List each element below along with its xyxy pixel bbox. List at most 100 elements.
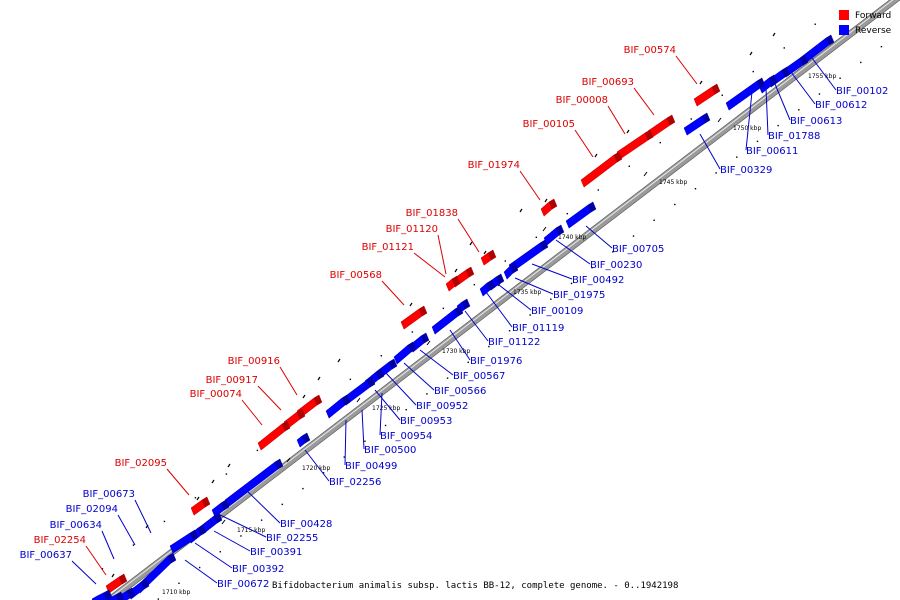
leader-line [675, 55, 698, 85]
grid-dot [322, 472, 325, 474]
forward-gene-bif-00568[interactable] [400, 305, 428, 330]
forward-gene-bif-01974[interactable] [540, 198, 558, 217]
reverse-gene-bif-00392[interactable] [169, 529, 199, 554]
reverse-gene-label[interactable]: BIF_00492 [572, 275, 624, 286]
forward-gene-bif-01838[interactable] [480, 249, 497, 266]
reverse-gene-bif-00566[interactable] [393, 341, 417, 365]
grid-dot [814, 23, 816, 25]
reverse-gene-label[interactable]: BIF_02094 [66, 504, 118, 515]
reverse-gene-label[interactable]: BIF_01976 [470, 356, 522, 367]
leader-line [574, 129, 594, 158]
reverse-gene-label[interactable]: BIF_00612 [815, 100, 867, 111]
reverse-gene-label[interactable]: BIF_00109 [531, 306, 583, 317]
forward-gene-label[interactable]: BIF_00917 [206, 375, 258, 386]
reverse-gene-label[interactable]: BIF_00392 [232, 564, 284, 575]
forward-gene-bif-00693[interactable] [647, 114, 676, 139]
legend: Forward Reverse [839, 10, 892, 36]
forward-gene-bif-00008[interactable] [616, 129, 654, 160]
forward-gene-label[interactable]: BIF_02254 [34, 535, 86, 546]
reverse-gene-bif-00500[interactable] [325, 394, 351, 419]
reverse-gene-bif-00428[interactable] [211, 499, 230, 518]
forward-gene-bif-00574[interactable] [693, 83, 721, 107]
reverse-gene-label[interactable]: BIF_00611 [746, 146, 798, 157]
reverse-gene-bif-00329[interactable] [683, 112, 711, 136]
gene-side-face [644, 129, 654, 141]
reverse-gene-label[interactable]: BIF_01119 [512, 323, 564, 334]
reverse-gene-bif-00492[interactable] [508, 239, 549, 273]
forward-gene-label[interactable]: BIF_00916 [228, 356, 280, 367]
forward-gene-label[interactable]: BIF_00008 [556, 95, 608, 106]
reverse-gene-label[interactable]: BIF_00566 [434, 386, 486, 397]
grid-dot [798, 109, 800, 111]
reverse-gene-label[interactable]: BIF_00705 [612, 244, 664, 255]
reverse-gene-label[interactable]: BIF_00672 [217, 579, 269, 590]
reverse-gene-label[interactable]: BIF_00428 [280, 519, 332, 530]
reverse-gene-label[interactable]: BIF_01788 [768, 131, 820, 142]
feature-marker [454, 268, 458, 273]
reverse-gene-label[interactable]: BIF_00673 [83, 489, 135, 500]
tick-label: 1755 kbp [808, 73, 836, 80]
forward-gene-label[interactable]: BIF_00074 [190, 389, 242, 400]
leader-line [514, 277, 554, 295]
forward-gene-bif-00074[interactable] [257, 420, 291, 451]
forward-gene-bif-01121[interactable] [445, 275, 461, 292]
feature-marker [227, 463, 231, 468]
reverse-gene-label[interactable]: BIF_02256 [329, 477, 381, 488]
reverse-gene-bif-01119[interactable] [479, 279, 496, 297]
reverse-gene-label[interactable]: BIF_00637 [20, 550, 72, 561]
reverse-gene-label[interactable]: BIF_00953 [400, 416, 452, 427]
reverse-gene-label[interactable]: BIF_01975 [553, 290, 605, 301]
forward-gene-label[interactable]: BIF_01974 [468, 160, 520, 171]
grid-dot [721, 94, 723, 96]
reverse-gene-bif-00499[interactable] [296, 432, 311, 448]
reverse-gene-label[interactable]: BIF_00102 [836, 86, 888, 97]
gene-front-face [565, 204, 592, 229]
forward-gene-label[interactable]: BIF_00105 [523, 119, 575, 130]
leader-line [117, 514, 136, 546]
reverse-gene-bif-00102[interactable] [799, 34, 835, 66]
reverse-gene-bif-01975[interactable] [503, 262, 519, 280]
gene-side-face [451, 275, 461, 287]
reverse-gene-bif-00637[interactable] [91, 589, 113, 600]
reverse-gene-bif-01976[interactable] [431, 305, 464, 335]
reverse-gene-label[interactable]: BIF_02255 [266, 533, 318, 544]
reverse-gene-bif-00952[interactable] [375, 358, 398, 380]
reverse-gene-bif-00705[interactable] [565, 201, 597, 229]
reverse-gene-label[interactable]: BIF_00230 [590, 260, 642, 271]
grid-dot [715, 172, 717, 174]
gene-side-face [189, 529, 199, 541]
forward-gene-bif-00105[interactable] [580, 151, 623, 188]
forward-gene-label[interactable]: BIF_02095 [115, 458, 167, 469]
reverse-gene-label[interactable]: BIF_00634 [50, 520, 102, 531]
reverse-gene-label[interactable]: BIF_00329 [720, 165, 772, 176]
forward-gene-label[interactable]: BIF_01121 [362, 242, 414, 253]
grid-dot [473, 283, 476, 286]
reverse-gene-label[interactable]: BIF_00500 [364, 445, 416, 456]
gene-side-face [539, 239, 549, 251]
reverse-gene-label[interactable]: BIF_00391 [250, 547, 302, 558]
gene-side-face [768, 74, 778, 86]
reverse-gene-bif-02256[interactable] [224, 458, 284, 508]
legend-forward-label: Forward [855, 11, 891, 21]
reverse-gene-bif-00230[interactable] [543, 224, 565, 246]
forward-gene-label[interactable]: BIF_01120 [386, 224, 438, 235]
reverse-gene-bif-00954[interactable] [342, 376, 376, 406]
feature-marker [302, 394, 306, 399]
reverse-gene-bif-00611[interactable] [725, 77, 766, 111]
reverse-gene-label[interactable]: BIF_00499 [345, 461, 397, 472]
grid-dot [529, 314, 531, 316]
forward-gene-bif-02254[interactable] [105, 573, 128, 594]
forward-gene-label[interactable]: BIF_00568 [330, 270, 382, 281]
leader-line [765, 87, 769, 136]
forward-gene-label[interactable]: BIF_01838 [406, 208, 458, 219]
reverse-gene-label[interactable]: BIF_00952 [416, 401, 468, 412]
reverse-gene-label[interactable]: BIF_01122 [488, 337, 540, 348]
forward-gene-label[interactable]: BIF_00574 [624, 45, 676, 56]
reverse-gene-label[interactable]: BIF_00613 [790, 116, 842, 127]
forward-gene-label[interactable]: BIF_00693 [582, 77, 634, 88]
reverse-gene-label[interactable]: BIF_00954 [380, 431, 432, 442]
legend-reverse-label: Reverse [855, 26, 892, 36]
reverse-gene-label[interactable]: BIF_00567 [453, 371, 505, 382]
forward-gene-bif-02095[interactable] [190, 496, 211, 516]
